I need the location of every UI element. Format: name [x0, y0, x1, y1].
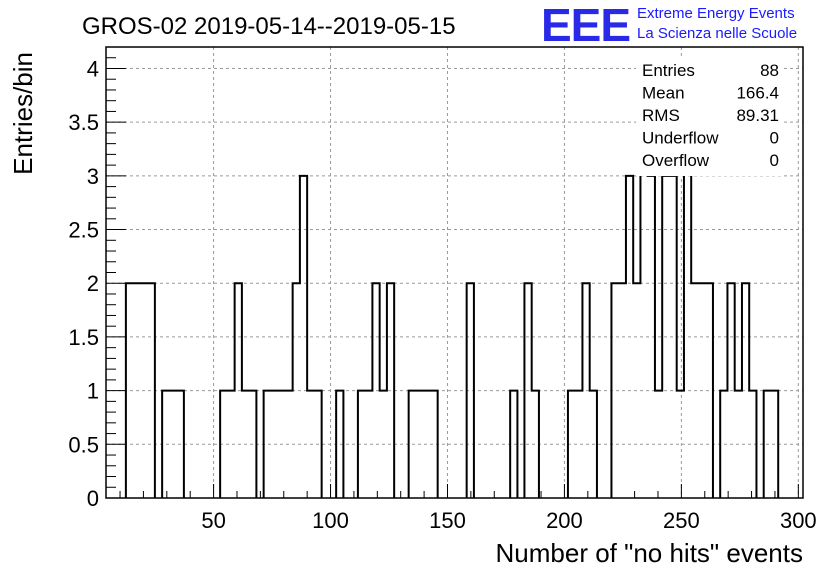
logo-line2: La Scienza nelle Scuole [637, 25, 797, 42]
x-axis-title: Number of "no hits" events [496, 538, 804, 568]
stats-value: 166.4 [736, 84, 779, 103]
stats-label: Underflow [642, 129, 719, 148]
y-tick-label: 1 [87, 379, 99, 404]
histogram-line [124, 67, 780, 498]
stats-value: 89.31 [736, 106, 779, 125]
y-tick-label: 2 [87, 271, 99, 296]
stats-label: Overflow [642, 151, 710, 170]
y-tick-label: 3.5 [68, 110, 99, 135]
y-axis-title: Entries/bin [8, 52, 38, 175]
logo-mark: EEE [541, 0, 630, 51]
logo-line1: Extreme Energy Events [637, 5, 795, 22]
y-tick-label: 0 [87, 486, 99, 511]
x-tick-label: 50 [201, 508, 225, 533]
stats-value: 0 [770, 151, 779, 170]
y-tick-label: 0.5 [68, 432, 99, 457]
x-tick-label: 150 [429, 508, 466, 533]
stats-value: 0 [770, 129, 779, 148]
y-tick-label: 4 [87, 56, 99, 81]
stats-box: Entries 88 Mean 166.4 RMS 89.31 Underflow 0 Over… [636, 58, 782, 176]
x-tick-label: 300 [780, 508, 817, 533]
grid-lines [106, 47, 803, 499]
stats-label: Mean [642, 84, 685, 103]
y-axis: 0 0.5 1 1.5 2 2.5 3 3.5 4 [68, 56, 126, 511]
x-tick-label: 200 [546, 508, 583, 533]
chart-title: GROS-02 2019-05-14--2019-05-15 [82, 13, 456, 40]
y-tick-label: 2.5 [68, 218, 99, 243]
stats-label: Entries [642, 61, 695, 80]
x-axis: 50 100 150 200 250 300 [119, 484, 817, 533]
stats-label: RMS [642, 106, 680, 125]
y-tick-label: 3 [87, 164, 99, 189]
y-tick-label: 1.5 [68, 325, 99, 350]
x-tick-label: 250 [663, 508, 700, 533]
x-tick-label: 100 [312, 508, 349, 533]
stats-value: 88 [760, 61, 779, 80]
logo: EEE Extreme Energy Events La Scienza nel… [541, 0, 797, 51]
